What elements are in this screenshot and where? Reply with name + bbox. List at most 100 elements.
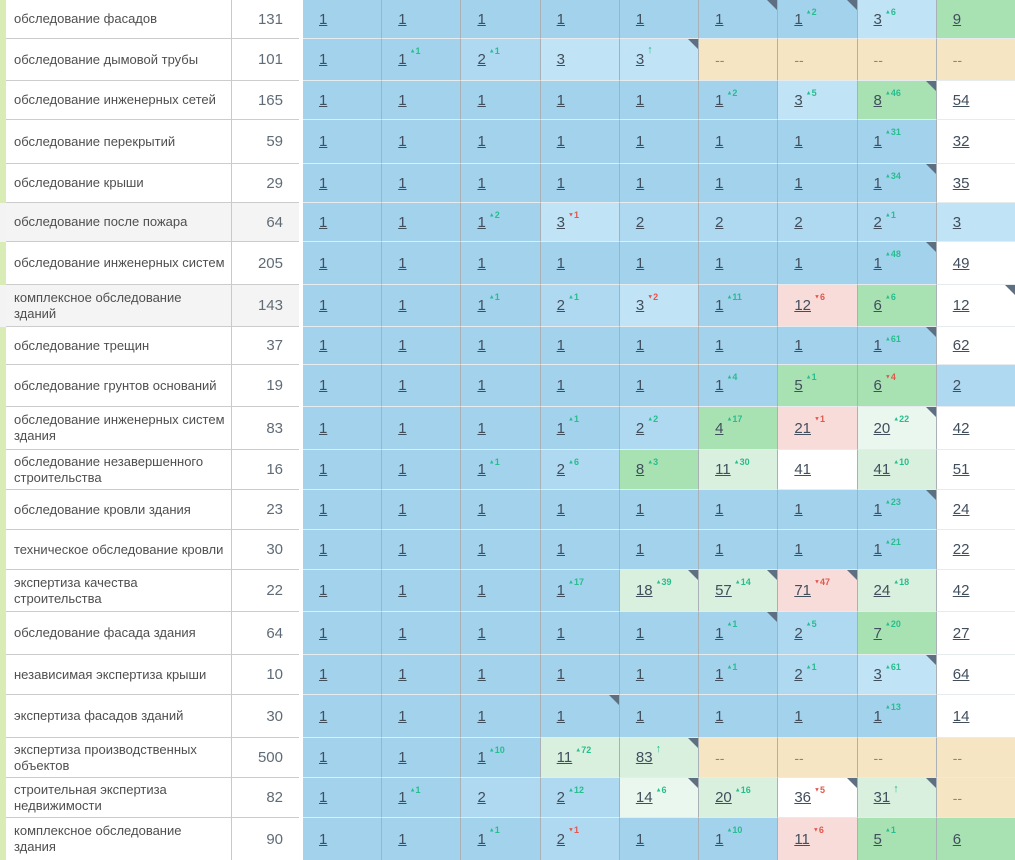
position-link[interactable]: 1	[477, 91, 486, 109]
position-link[interactable]: 3	[873, 10, 882, 28]
position-link[interactable]: 2	[794, 213, 803, 231]
position-link[interactable]: 1	[715, 666, 724, 683]
position-link[interactable]: 54	[952, 91, 970, 109]
position-link[interactable]: 1	[477, 133, 486, 150]
position-link[interactable]: 12	[952, 297, 970, 314]
position-link[interactable]: 1	[477, 10, 486, 28]
position-link[interactable]: 1	[635, 174, 645, 192]
position-link[interactable]: 24	[873, 582, 891, 599]
position-link[interactable]: 1	[715, 254, 724, 272]
position-link[interactable]: 11	[715, 461, 731, 478]
position-link[interactable]: 1	[794, 133, 803, 150]
position-link[interactable]: 1	[319, 624, 328, 642]
position-link[interactable]: 1	[398, 461, 407, 478]
position-link[interactable]: 1	[477, 749, 486, 766]
position-link[interactable]: 35	[952, 174, 970, 192]
position-link[interactable]: 2	[556, 789, 565, 806]
position-link[interactable]: 1	[477, 501, 486, 518]
position-link[interactable]: 1	[398, 51, 407, 68]
position-link[interactable]: 1	[398, 91, 407, 109]
position-link[interactable]: 1	[556, 582, 565, 599]
position-link[interactable]: 1	[715, 91, 724, 109]
position-link[interactable]: 2	[952, 377, 962, 394]
position-link[interactable]: 1	[398, 582, 407, 599]
position-link[interactable]: 2	[556, 461, 565, 478]
position-link[interactable]: 1	[715, 501, 724, 518]
position-link[interactable]: 9	[952, 10, 962, 28]
position-link[interactable]: 36	[794, 789, 811, 806]
position-link[interactable]: 2	[873, 213, 882, 231]
position-link[interactable]: 1	[398, 830, 407, 848]
position-link[interactable]: 2	[556, 297, 565, 314]
position-link[interactable]: 3	[873, 666, 882, 683]
position-link[interactable]: 2	[635, 419, 645, 437]
position-link[interactable]: 4	[715, 419, 724, 437]
position-link[interactable]: 1	[477, 461, 486, 478]
position-link[interactable]: 1	[398, 377, 407, 394]
position-link[interactable]: 2	[715, 213, 724, 231]
position-link[interactable]: 1	[319, 91, 328, 109]
position-link[interactable]: 1	[477, 377, 486, 394]
position-link[interactable]: 1	[398, 337, 407, 354]
position-link[interactable]: 1	[477, 419, 486, 437]
position-link[interactable]: 1	[319, 10, 328, 28]
position-link[interactable]: 1	[319, 337, 328, 354]
position-link[interactable]: 6	[873, 377, 882, 394]
position-link[interactable]: 1	[556, 174, 565, 192]
position-link[interactable]: 1	[319, 830, 328, 848]
position-link[interactable]: 1	[398, 666, 407, 683]
position-link[interactable]: 83	[635, 749, 653, 766]
position-link[interactable]: 1	[556, 541, 565, 558]
position-link[interactable]: 62	[952, 337, 970, 354]
position-link[interactable]: 1	[477, 707, 486, 725]
position-link[interactable]: 1	[398, 133, 407, 150]
position-link[interactable]: 1	[477, 213, 486, 231]
position-link[interactable]: 1	[556, 501, 565, 518]
position-link[interactable]: 1	[477, 666, 486, 683]
position-link[interactable]: 2	[794, 624, 803, 642]
position-link[interactable]: 1	[715, 624, 724, 642]
position-link[interactable]: 1	[635, 254, 645, 272]
position-link[interactable]: 1	[794, 254, 803, 272]
position-link[interactable]: 1	[398, 10, 407, 28]
position-link[interactable]: 1	[794, 501, 803, 518]
position-link[interactable]: 1	[873, 174, 882, 192]
position-link[interactable]: 1	[556, 624, 565, 642]
position-link[interactable]: 1	[319, 174, 328, 192]
position-link[interactable]: 11	[556, 749, 573, 766]
position-link[interactable]: 3	[635, 297, 645, 314]
position-link[interactable]: 1	[556, 419, 565, 437]
position-link[interactable]: 32	[952, 133, 970, 150]
position-link[interactable]: 1	[319, 297, 328, 314]
position-link[interactable]: 3	[556, 213, 565, 231]
position-link[interactable]: 20	[715, 789, 732, 806]
position-link[interactable]: 7	[873, 624, 882, 642]
position-link[interactable]: 1	[319, 666, 328, 683]
position-link[interactable]: 1	[319, 541, 328, 558]
position-link[interactable]: 1	[635, 624, 645, 642]
position-link[interactable]: 1	[556, 337, 565, 354]
position-link[interactable]: 1	[556, 10, 565, 28]
position-link[interactable]: 1	[715, 297, 724, 314]
position-link[interactable]: 22	[952, 541, 970, 558]
position-link[interactable]: 1	[873, 707, 882, 725]
position-link[interactable]: 1	[556, 666, 565, 683]
position-link[interactable]: 20	[873, 419, 891, 437]
position-link[interactable]: 1	[319, 133, 328, 150]
position-link[interactable]: 1	[398, 749, 407, 766]
position-link[interactable]: 1	[477, 830, 486, 848]
position-link[interactable]: 12	[794, 297, 811, 314]
position-link[interactable]: 1	[319, 749, 328, 766]
position-link[interactable]: 18	[635, 582, 653, 599]
position-link[interactable]: 5	[873, 830, 882, 848]
position-link[interactable]: 1	[477, 541, 486, 558]
position-link[interactable]: 1	[398, 501, 407, 518]
position-link[interactable]: 1	[398, 541, 407, 558]
position-link[interactable]: 1	[398, 419, 407, 437]
position-link[interactable]: 1	[398, 254, 407, 272]
position-link[interactable]: 8	[635, 461, 645, 478]
position-link[interactable]: 71	[794, 582, 811, 599]
position-link[interactable]: 1	[635, 337, 645, 354]
position-link[interactable]: 1	[319, 419, 328, 437]
position-link[interactable]: 1	[398, 624, 407, 642]
